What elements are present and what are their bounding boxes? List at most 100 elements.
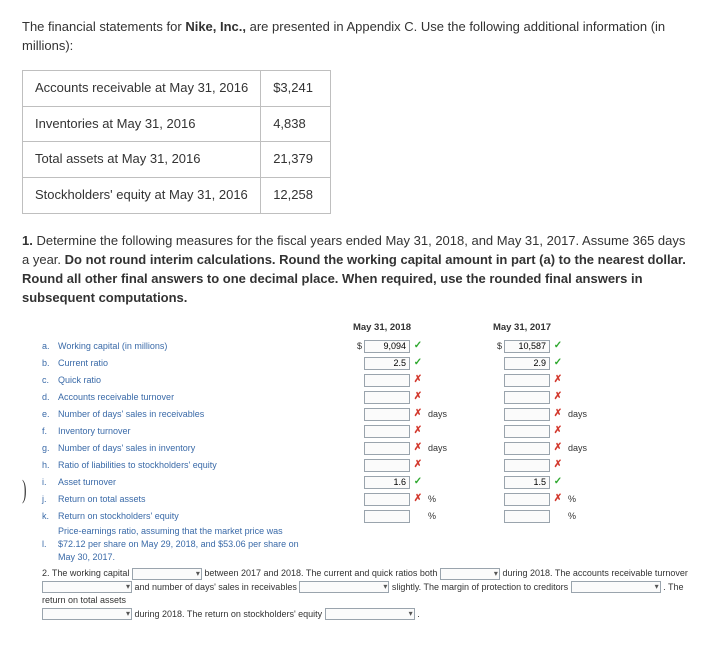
x-icon: ✗ bbox=[552, 441, 564, 456]
dd-ratios[interactable] bbox=[440, 568, 500, 580]
row-label: Quick ratio bbox=[58, 374, 312, 387]
answer-row: a.Working capital (in millions)$✓$✓ bbox=[42, 338, 690, 354]
answer-input[interactable] bbox=[364, 476, 410, 489]
check-icon: ✓ bbox=[552, 356, 564, 371]
x-icon: ✗ bbox=[552, 492, 564, 507]
answer-input[interactable] bbox=[364, 357, 410, 370]
intro-pre: The financial statements for bbox=[22, 19, 185, 34]
answers-region: ) May 31, 2018 May 31, 2017 a.Working ca… bbox=[22, 321, 690, 621]
info-value: 4,838 bbox=[261, 106, 331, 142]
answer-row: i.Asset turnover✓✓ bbox=[42, 474, 690, 490]
value-group-2018: ✓ bbox=[312, 356, 452, 371]
q2-lead: 2. The working capital bbox=[42, 568, 129, 578]
unit-label: days bbox=[426, 442, 452, 455]
answer-input[interactable] bbox=[504, 510, 550, 523]
unit-label: days bbox=[426, 408, 452, 421]
row-letter: a. bbox=[42, 340, 58, 353]
company-name: Nike, Inc., bbox=[185, 19, 246, 34]
col2-header: May 31, 2017 bbox=[452, 321, 592, 335]
column-headers: May 31, 2018 May 31, 2017 bbox=[42, 321, 690, 335]
answer-input[interactable] bbox=[504, 340, 550, 353]
answer-row: b.Current ratio✓✓ bbox=[42, 355, 690, 371]
n1: between 2017 and 2018. The current and q… bbox=[204, 568, 440, 578]
row-letter: f. bbox=[42, 425, 58, 438]
dd-days-recv[interactable] bbox=[299, 581, 389, 593]
answer-input[interactable] bbox=[504, 391, 550, 404]
info-label: Inventories at May 31, 2016 bbox=[23, 106, 261, 142]
value-group-2017: ✗ bbox=[452, 373, 592, 388]
answer-input[interactable] bbox=[364, 459, 410, 472]
answer-input[interactable] bbox=[364, 510, 410, 523]
answer-input[interactable] bbox=[504, 459, 550, 472]
dd-protection[interactable] bbox=[571, 581, 661, 593]
answer-input[interactable] bbox=[364, 425, 410, 438]
answer-row: f.Inventory turnover ✗ ✗ bbox=[42, 423, 690, 439]
row-letter: h. bbox=[42, 459, 58, 472]
answer-input[interactable] bbox=[504, 374, 550, 387]
answer-input[interactable] bbox=[504, 357, 550, 370]
n4: slightly. The margin of protection to cr… bbox=[392, 582, 571, 592]
value-group-2018: ✗days bbox=[312, 441, 452, 456]
value-group-2018: ✗ bbox=[312, 458, 452, 473]
unit-label: % bbox=[426, 493, 452, 506]
value-group-2017: % bbox=[452, 510, 592, 523]
answer-row: g.Number of days' sales in inventory✗day… bbox=[42, 440, 690, 456]
row-letter: g. bbox=[42, 442, 58, 455]
answer-input[interactable] bbox=[364, 391, 410, 404]
answer-input[interactable] bbox=[364, 374, 410, 387]
n7: . bbox=[417, 609, 420, 619]
row-label: Inventory turnover bbox=[58, 425, 312, 438]
answer-row: k.Return on stockholders' equity%% bbox=[42, 508, 690, 524]
x-icon: ✗ bbox=[412, 390, 424, 405]
check-icon: ✓ bbox=[412, 356, 424, 371]
value-group-2017: ✗days bbox=[452, 441, 592, 456]
row-label: Accounts receivable turnover bbox=[58, 391, 312, 404]
row-letter: i. bbox=[42, 476, 58, 489]
row-letter: k. bbox=[42, 510, 58, 523]
n6: during 2018. The return on stockholders'… bbox=[135, 609, 325, 619]
dd-roa[interactable] bbox=[42, 608, 132, 620]
check-icon: ✓ bbox=[412, 475, 424, 490]
info-row: Accounts receivable at May 31, 2016$3,24… bbox=[23, 70, 331, 106]
answer-input[interactable] bbox=[364, 442, 410, 455]
info-value: 12,258 bbox=[261, 178, 331, 214]
x-icon: ✗ bbox=[552, 424, 564, 439]
intro-paragraph: The financial statements for Nike, Inc.,… bbox=[22, 18, 690, 56]
dd-working-capital[interactable] bbox=[132, 568, 202, 580]
row-label: Return on stockholders' equity bbox=[58, 510, 312, 523]
unit-label: % bbox=[566, 510, 592, 523]
answer-input[interactable] bbox=[504, 442, 550, 455]
dd-roe[interactable] bbox=[325, 608, 415, 620]
value-group-2017: $✓ bbox=[452, 339, 592, 354]
info-row: Total assets at May 31, 201621,379 bbox=[23, 142, 331, 178]
unit-label: % bbox=[426, 510, 452, 523]
info-label: Stockholders' equity at May 31, 2016 bbox=[23, 178, 261, 214]
answer-input[interactable] bbox=[504, 408, 550, 421]
row-label: Number of days' sales in inventory bbox=[58, 442, 312, 455]
value-group-2018: ✗% bbox=[312, 492, 452, 507]
answer-input[interactable] bbox=[364, 493, 410, 506]
x-icon: ✗ bbox=[552, 390, 564, 405]
x-icon: ✗ bbox=[552, 373, 564, 388]
answer-input[interactable] bbox=[504, 493, 550, 506]
answer-input[interactable] bbox=[504, 476, 550, 489]
value-group-2018: ✗ bbox=[312, 424, 452, 439]
x-icon: ✗ bbox=[412, 424, 424, 439]
answer-input[interactable] bbox=[364, 340, 410, 353]
x-icon: ✗ bbox=[412, 458, 424, 473]
info-row: Stockholders' equity at May 31, 201612,2… bbox=[23, 178, 331, 214]
row-label: Asset turnover bbox=[58, 476, 312, 489]
row-letter: e. bbox=[42, 408, 58, 421]
x-icon: ✗ bbox=[412, 492, 424, 507]
info-label: Accounts receivable at May 31, 2016 bbox=[23, 70, 261, 106]
n3: and number of days' sales in receivables bbox=[135, 582, 300, 592]
value-group-2017: ✗days bbox=[452, 407, 592, 422]
unit-label: % bbox=[566, 493, 592, 506]
value-group-2017: ✗% bbox=[452, 492, 592, 507]
dd-ar-turnover[interactable] bbox=[42, 581, 132, 593]
check-icon: ✓ bbox=[412, 339, 424, 354]
row-label: Ratio of liabilities to stockholders' eq… bbox=[58, 459, 312, 472]
answer-row: h.Ratio of liabilities to stockholders' … bbox=[42, 457, 690, 473]
answer-input[interactable] bbox=[504, 425, 550, 438]
answer-input[interactable] bbox=[364, 408, 410, 421]
